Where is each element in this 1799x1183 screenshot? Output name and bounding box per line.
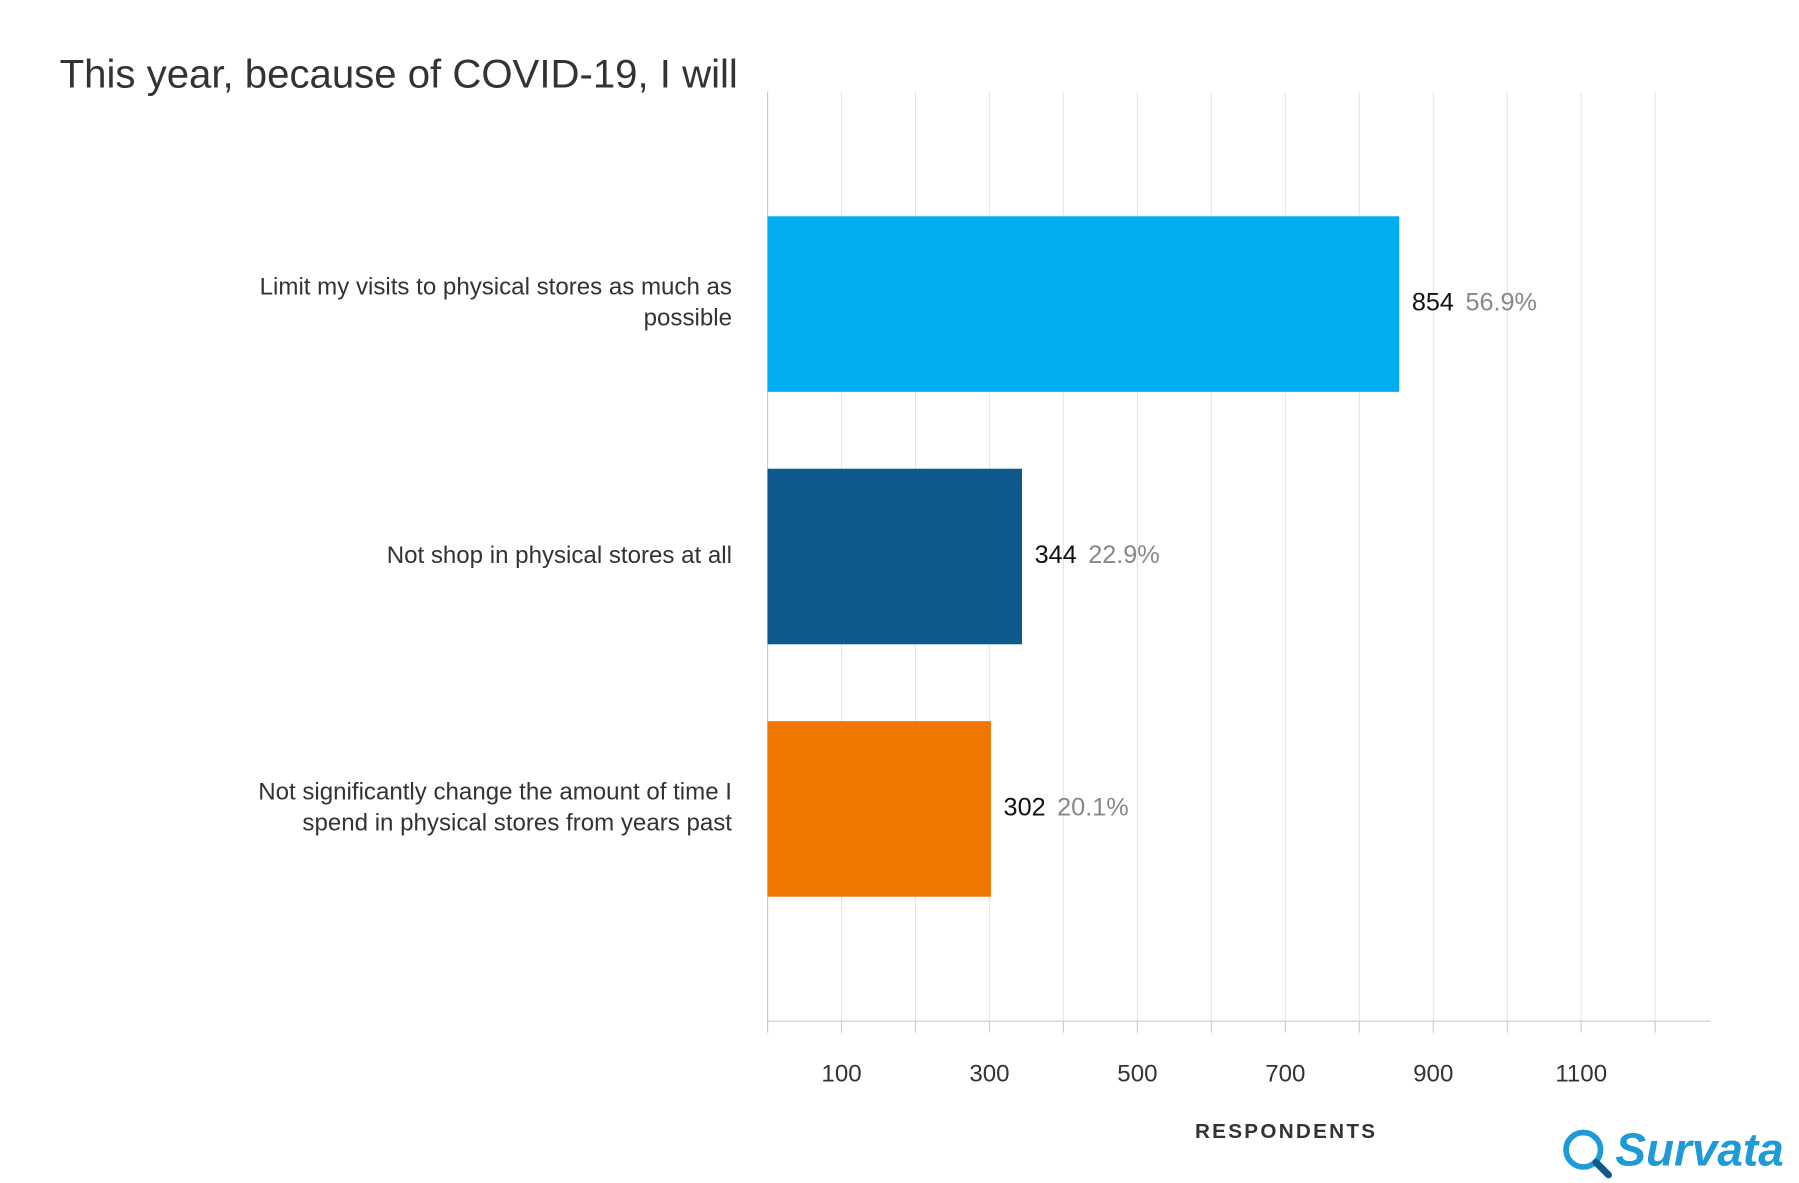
bar <box>767 468 1023 645</box>
x-axis-label: RESPONDENTS <box>1195 1120 1377 1143</box>
bar <box>767 721 991 897</box>
x-tick-label: 500 <box>1117 1061 1157 1088</box>
value-label: 344 <box>1035 541 1077 569</box>
share-label: 56.9% <box>1465 289 1537 317</box>
value-label: 854 <box>1412 289 1454 317</box>
logo-icon <box>1563 1129 1604 1170</box>
share-label: 22.9% <box>1088 541 1160 569</box>
x-tick-label: 1 <box>1722 1061 1735 1088</box>
value-label: 302 <box>1004 794 1046 822</box>
x-tick-label: 100 <box>821 1061 861 1088</box>
logo: Survata <box>1563 1123 1784 1179</box>
logo-text: Survata <box>1615 1123 1783 1175</box>
y-tick-label: Not significantly change the amount of t… <box>258 779 732 837</box>
x-tick-label: 1100 <box>1555 1061 1607 1088</box>
share-label: 20.1% <box>1057 794 1129 822</box>
x-tick-label: 900 <box>1413 1061 1453 1088</box>
logo-icon-handle <box>1592 1158 1612 1179</box>
x-tick-label: 300 <box>969 1061 1009 1088</box>
y-tick-label: Not shop in physical stores at all <box>387 542 732 569</box>
x-tick-label: 700 <box>1265 1061 1305 1088</box>
y-tick-label: Limit my visits to physical stores as mu… <box>260 274 732 332</box>
chart-title: This year, because of COVID-19, I will <box>60 51 738 96</box>
bar <box>767 216 1400 392</box>
